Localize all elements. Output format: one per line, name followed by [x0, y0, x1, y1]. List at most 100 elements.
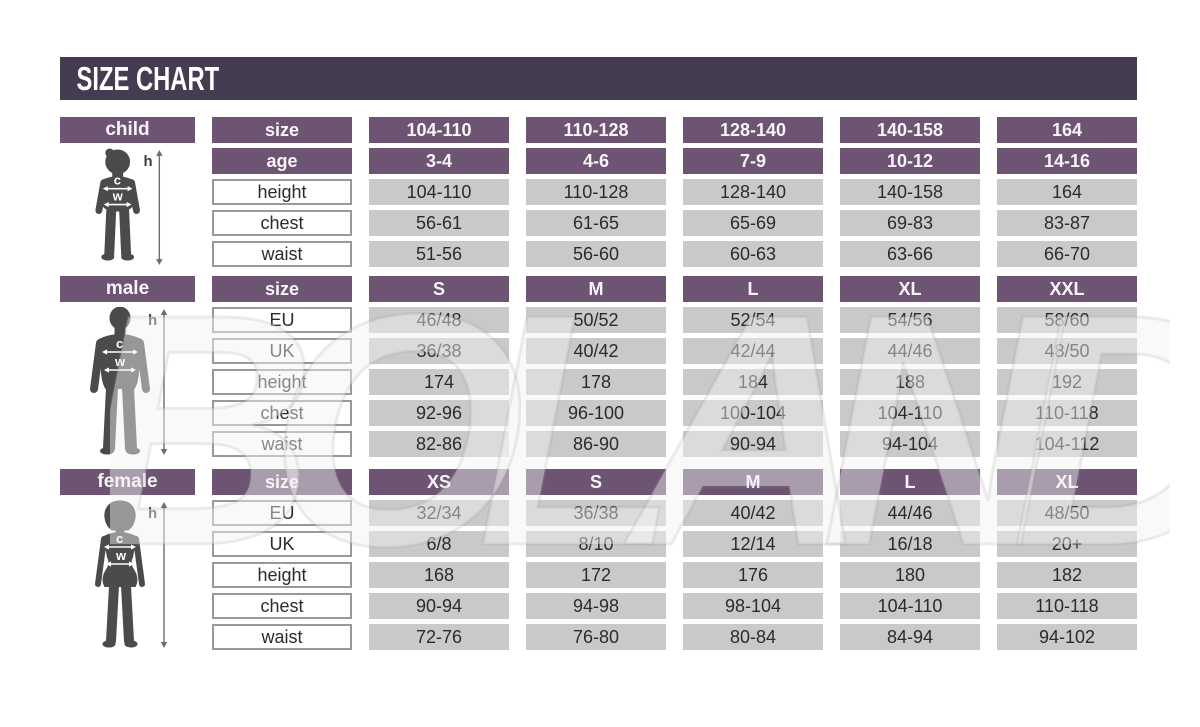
child-size-col2: 110-128 — [526, 117, 666, 143]
height-arrow: h — [148, 502, 167, 648]
female-figure: h c w — [60, 500, 195, 650]
female-UK-col3: 12/14 — [683, 531, 823, 557]
female-chest-col2: 94-98 — [526, 593, 666, 619]
male-chest-col1: 92-96 — [369, 400, 509, 426]
height-arrow: h — [144, 149, 163, 266]
female-EU-col4: 44/46 — [840, 500, 980, 526]
female-height-col1: 168 — [369, 562, 509, 588]
waist-arrow: w — [104, 189, 132, 208]
female-row-label-waist: waist — [212, 624, 352, 650]
child-size-col4: 140-158 — [840, 117, 980, 143]
male-EU-col2: 50/52 — [526, 307, 666, 333]
svg-text:w: w — [114, 354, 126, 369]
female-waist-col5: 94-102 — [997, 624, 1137, 650]
svg-text:w: w — [115, 548, 127, 563]
male-size-col2: M — [526, 276, 666, 302]
male-EU-col3: 52/54 — [683, 307, 823, 333]
child-size-col3: 128-140 — [683, 117, 823, 143]
female-row-label-EU: EU — [212, 500, 352, 526]
male-row-label-chest: chest — [212, 400, 352, 426]
male-size-col5: XXL — [997, 276, 1137, 302]
male-EU-col5: 58/60 — [997, 307, 1137, 333]
page-title: SIZE CHART — [76, 59, 220, 97]
child-height-col3: 128-140 — [683, 179, 823, 205]
child-age-col2: 4-6 — [526, 148, 666, 174]
male-size-col4: XL — [840, 276, 980, 302]
female-waist-col4: 84-94 — [840, 624, 980, 650]
female-chest-col3: 98-104 — [683, 593, 823, 619]
female-EU-col5: 48/50 — [997, 500, 1137, 526]
male-chest-col3: 100-104 — [683, 400, 823, 426]
child-row-label-chest: chest — [212, 210, 352, 236]
section-male: male h — [60, 276, 1137, 457]
child-row-label-height: height — [212, 179, 352, 205]
chest-arrow: c — [101, 336, 138, 355]
chest-arrow: c — [103, 531, 136, 550]
child-row-label-waist: waist — [212, 241, 352, 267]
female-waist-col2: 76-80 — [526, 624, 666, 650]
female-height-col5: 182 — [997, 562, 1137, 588]
svg-text:h: h — [148, 505, 157, 522]
male-body — [89, 307, 150, 455]
child-size-col1: 104-110 — [369, 117, 509, 143]
male-UK-col2: 40/42 — [526, 338, 666, 364]
male-waist-col1: 82-86 — [369, 431, 509, 457]
male-row-label-UK: UK — [212, 338, 352, 364]
child-age-col4: 10-12 — [840, 148, 980, 174]
male-UK-col3: 42/44 — [683, 338, 823, 364]
female-EU-col3: 40/42 — [683, 500, 823, 526]
male-EU-col4: 54/56 — [840, 307, 980, 333]
female-size-col5: XL — [997, 469, 1137, 495]
male-height-col1: 174 — [369, 369, 509, 395]
child-waist-col5: 66-70 — [997, 241, 1137, 267]
male-chest-col4: 104-110 — [840, 400, 980, 426]
title-banner: SIZE CHART — [60, 57, 1137, 100]
male-UK-col1: 36/38 — [369, 338, 509, 364]
female-row-label-UK: UK — [212, 531, 352, 557]
male-height-col2: 178 — [526, 369, 666, 395]
female-size-col1: XS — [369, 469, 509, 495]
female-EU-col1: 32/34 — [369, 500, 509, 526]
male-size-col3: L — [683, 276, 823, 302]
child-waist-col4: 63-66 — [840, 241, 980, 267]
male-waist-col5: 104-112 — [997, 431, 1137, 457]
male-EU-col1: 46/48 — [369, 307, 509, 333]
female-UK-col5: 20+ — [997, 531, 1137, 557]
child-chest-col4: 69-83 — [840, 210, 980, 236]
female-row-label-size: size — [212, 469, 352, 495]
female-size-col4: L — [840, 469, 980, 495]
male-chest-col5: 110-118 — [997, 400, 1137, 426]
child-chest-col1: 56-61 — [369, 210, 509, 236]
child-size-col5: 164 — [997, 117, 1137, 143]
child-age-col1: 3-4 — [369, 148, 509, 174]
svg-text:w: w — [112, 189, 124, 204]
section-child: child h — [60, 117, 1137, 267]
child-figure: h c w — [60, 148, 195, 267]
male-waist-col4: 94-104 — [840, 431, 980, 457]
female-chest-col4: 104-110 — [840, 593, 980, 619]
child-waist-col2: 56-60 — [526, 241, 666, 267]
female-chest-col5: 110-118 — [997, 593, 1137, 619]
child-height-col4: 140-158 — [840, 179, 980, 205]
female-silhouette-icon: h c w — [94, 500, 167, 648]
male-waist-col2: 86-90 — [526, 431, 666, 457]
female-chest-col1: 90-94 — [369, 593, 509, 619]
female-size-col3: M — [683, 469, 823, 495]
male-silhouette-icon: h c w — [89, 307, 167, 455]
section-label-male: male — [60, 276, 195, 302]
svg-text:c: c — [116, 531, 123, 546]
height-arrow: h — [148, 309, 167, 455]
child-body — [95, 148, 141, 261]
female-UK-col1: 6/8 — [369, 531, 509, 557]
child-height-col2: 110-128 — [526, 179, 666, 205]
female-EU-col2: 36/38 — [526, 500, 666, 526]
male-figure: h c w — [60, 307, 195, 457]
male-row-label-size: size — [212, 276, 352, 302]
child-silhouette-icon: h c w — [95, 148, 163, 266]
female-height-col4: 180 — [840, 562, 980, 588]
child-height-col5: 164 — [997, 179, 1137, 205]
female-row-label-height: height — [212, 562, 352, 588]
section-label-child: child — [60, 117, 195, 143]
male-UK-col5: 48/50 — [997, 338, 1137, 364]
